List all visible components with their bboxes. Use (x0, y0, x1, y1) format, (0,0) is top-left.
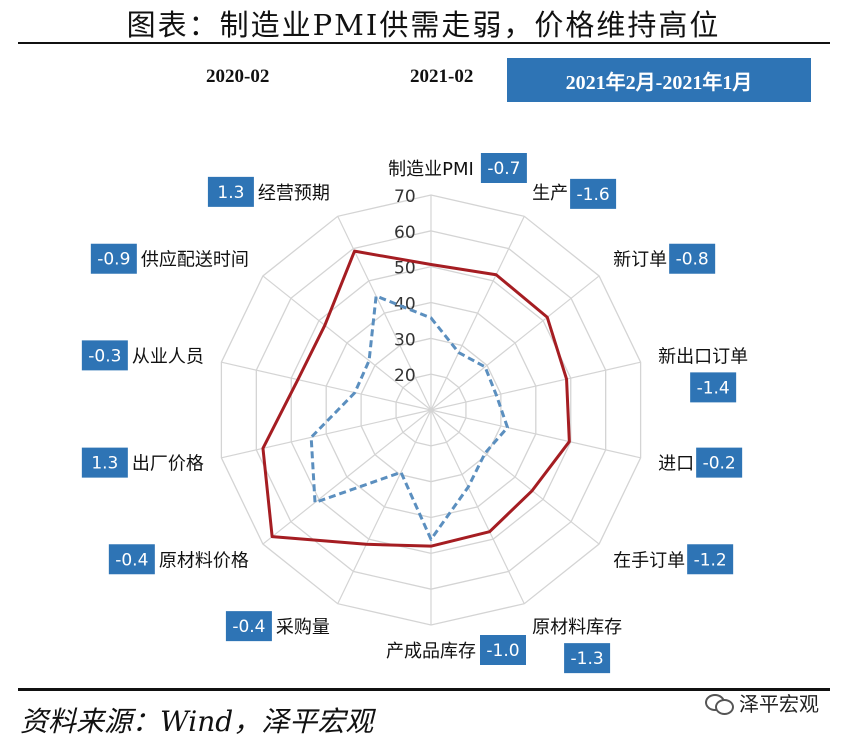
change-badge-value: 1.3 (217, 183, 244, 203)
grid-spoke (262, 275, 432, 411)
change-badge (480, 635, 526, 665)
change-badge (570, 178, 617, 209)
grid-spoke (430, 361, 641, 411)
axis-label: 进口 (658, 454, 694, 475)
change-badge-value: -0.7 (487, 159, 520, 179)
brand-name: 泽平宏观 (739, 692, 819, 716)
grid-spoke (430, 409, 525, 604)
ring-label: 60 (394, 223, 416, 243)
ring-label: 30 (394, 330, 416, 350)
axis-label: 采购量 (276, 617, 330, 638)
source-note: 资料来源：Wind，泽平宏观 (20, 705, 374, 738)
ring-label: 50 (394, 259, 416, 279)
change-badge (687, 544, 734, 575)
legend-item-2021: 2021-02 (322, 62, 473, 92)
grid-spoke (430, 409, 641, 459)
axis-label: 原材料价格 (159, 550, 249, 571)
change-badge-value: -1.0 (486, 641, 519, 661)
grid-spoke (262, 409, 432, 545)
change-badge-value: -1.3 (571, 649, 604, 669)
change-badge (207, 176, 254, 207)
change-badge-value: -1.2 (694, 550, 727, 570)
axis-label: 制造业PMI (388, 159, 474, 180)
axis-label: 经营预期 (258, 183, 330, 204)
grid-spoke (221, 409, 432, 459)
change-badge (480, 153, 527, 183)
ring-label: 20 (394, 366, 416, 386)
wechat-icon (705, 692, 734, 715)
change-badge (90, 243, 137, 274)
change-badge-value: -1.4 (697, 378, 730, 398)
axis-label: 在手订单 (613, 550, 685, 571)
change-badge (81, 340, 128, 371)
change-badge (564, 643, 611, 674)
grid-spoke (430, 216, 525, 411)
axis-label: 新订单 (613, 250, 667, 271)
change-badge (669, 243, 716, 274)
change-badge (81, 447, 128, 478)
axis-label: 出厂价格 (132, 454, 204, 475)
axis-label: 新出口订单 (658, 346, 748, 367)
source-rule (18, 688, 830, 691)
change-badge (108, 544, 155, 575)
chart-title: 图表：制造业PMI供需走弱，价格维持高位 (126, 8, 721, 42)
change-badge-value: -1.6 (577, 185, 610, 205)
legend-label-2020: 2020-02 (206, 66, 270, 87)
change-badge-value: -0.2 (703, 454, 736, 474)
change-badge (690, 372, 737, 403)
change-badge (225, 611, 272, 642)
axis-label: 生产 (532, 183, 568, 204)
grid-spoke (337, 216, 432, 411)
title-rule (18, 42, 830, 44)
legend-label-2021: 2021-02 (410, 66, 474, 87)
axis-label: 供应配送时间 (141, 250, 249, 271)
brand-mark: 泽平宏观 (705, 688, 819, 717)
axis-label: 原材料库存 (532, 617, 622, 638)
change-badge-value: -0.8 (676, 250, 709, 270)
axis-label: 产成品库存 (386, 641, 476, 662)
grid-spoke (337, 409, 432, 604)
change-badge-value: -0.3 (88, 346, 121, 366)
change-badge (696, 447, 743, 478)
change-badge-value: 1.3 (91, 454, 118, 474)
axis-label: 从业人员 (132, 346, 204, 367)
period-badge: 2021年2月-2021年1月 (507, 58, 811, 102)
grid-spoke (430, 275, 600, 411)
change-badge-value: -0.4 (232, 617, 265, 637)
ring-label: 70 (394, 187, 416, 207)
grid-spoke (221, 361, 432, 411)
change-badge-value: -0.4 (115, 550, 148, 570)
change-badge-value: -0.9 (97, 250, 130, 270)
grid-spoke (430, 409, 600, 545)
legend-item-2020: 2020-02 (118, 62, 269, 92)
